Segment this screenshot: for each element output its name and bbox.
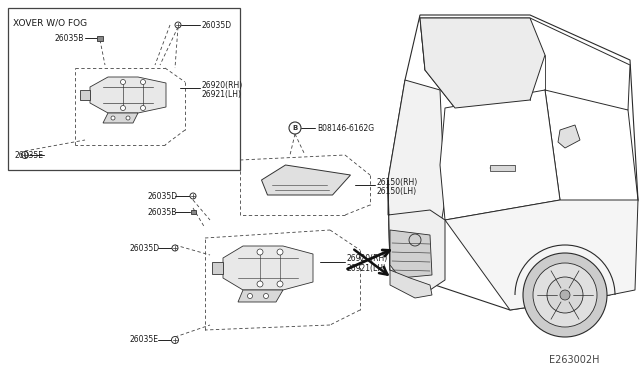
Text: 26150(LH): 26150(LH) (377, 186, 417, 196)
Polygon shape (223, 246, 313, 290)
Circle shape (141, 80, 145, 84)
Text: 26920(RH): 26920(RH) (202, 80, 243, 90)
Circle shape (120, 106, 125, 110)
Polygon shape (90, 77, 166, 113)
Bar (490, 165, 515, 171)
Circle shape (172, 245, 178, 251)
Text: 26035B: 26035B (54, 33, 83, 42)
Polygon shape (388, 80, 445, 290)
Text: 26035D: 26035D (148, 192, 178, 201)
Text: 26035D: 26035D (130, 244, 160, 253)
Text: 26035E: 26035E (130, 336, 159, 344)
Bar (97, 35, 103, 41)
Polygon shape (103, 113, 138, 123)
Bar (191, 210, 195, 214)
Circle shape (533, 263, 597, 327)
Circle shape (190, 193, 196, 199)
Text: 26035D: 26035D (202, 20, 232, 29)
Polygon shape (388, 15, 638, 310)
Circle shape (141, 106, 145, 110)
Text: 26035B: 26035B (148, 208, 177, 217)
Circle shape (560, 290, 570, 300)
Circle shape (248, 294, 253, 298)
Text: E263002H: E263002H (550, 355, 600, 365)
Text: B08146-6162G: B08146-6162G (317, 124, 374, 132)
Circle shape (523, 253, 607, 337)
Text: 26921(LH): 26921(LH) (347, 263, 387, 273)
Circle shape (257, 249, 263, 255)
Text: B: B (292, 125, 298, 131)
Text: 26920(RH): 26920(RH) (347, 254, 388, 263)
Circle shape (111, 116, 115, 120)
Text: XOVER W/O FOG: XOVER W/O FOG (13, 18, 87, 27)
Circle shape (22, 151, 29, 158)
Circle shape (175, 22, 181, 28)
Text: 26035E: 26035E (14, 151, 43, 160)
Circle shape (257, 281, 263, 287)
Circle shape (277, 249, 283, 255)
Circle shape (172, 337, 179, 343)
Polygon shape (420, 18, 545, 108)
Polygon shape (262, 165, 351, 195)
Polygon shape (420, 18, 630, 110)
Circle shape (289, 122, 301, 134)
Circle shape (126, 116, 130, 120)
Polygon shape (445, 200, 638, 310)
Bar (8, 8, 240, 170)
Polygon shape (390, 270, 432, 298)
Text: 26921(LH): 26921(LH) (202, 90, 242, 99)
Circle shape (277, 281, 283, 287)
Polygon shape (558, 125, 580, 148)
Polygon shape (390, 230, 432, 278)
Polygon shape (80, 90, 90, 100)
Circle shape (264, 294, 269, 298)
Circle shape (547, 277, 583, 313)
Text: 26150(RH): 26150(RH) (377, 177, 419, 186)
Polygon shape (212, 262, 223, 274)
Polygon shape (238, 290, 283, 302)
Polygon shape (440, 90, 560, 220)
Circle shape (120, 80, 125, 84)
Polygon shape (388, 180, 445, 290)
